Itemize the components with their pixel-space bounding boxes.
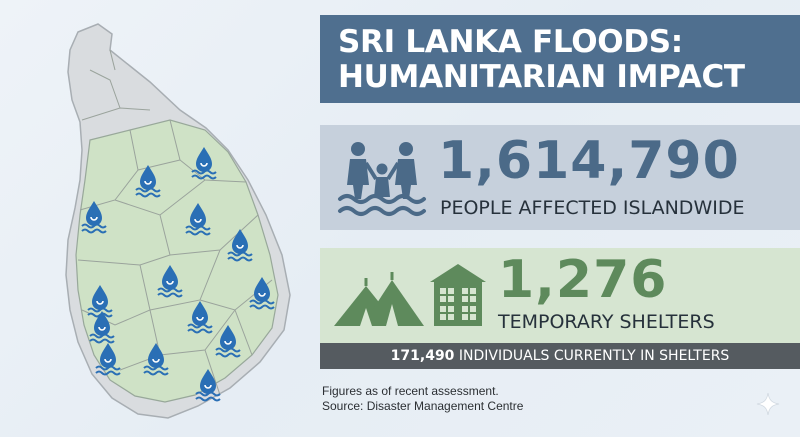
footnote-source: Source: Disaster Management Centre (322, 399, 524, 413)
people-affected-panel: 1,614,790 PEOPLE AFFECTED ISLANDWIDE (320, 125, 800, 230)
footnote-assessment: Figures as of recent assessment. (322, 384, 499, 398)
temporary-shelters-count: 1,276 (498, 250, 668, 310)
people-affected-label: PEOPLE AFFECTED ISLANDWIDE (440, 197, 745, 219)
title-banner: SRI LANKA FLOODS: HUMANITARIAN IMPACT (320, 15, 800, 103)
title-line-1: SRI LANKA FLOODS: (338, 24, 683, 60)
temporary-shelters-label: TEMPORARY SHELTERS (498, 311, 715, 333)
individuals-label: INDIVIDUALS CURRENTLY IN SHELTERS (458, 348, 730, 364)
people-in-flood-water-icon (338, 142, 426, 216)
individuals-in-shelters-bar: 171,490 INDIVIDUALS CURRENTLY IN SHELTER… (320, 343, 800, 369)
title-line-2: HUMANITARIAN IMPACT (338, 59, 745, 95)
sparkle-icon (756, 392, 780, 416)
shelter-building-icon (430, 264, 486, 326)
temporary-shelters-panel: 1,276 TEMPORARY SHELTERS (320, 248, 800, 343)
individuals-count: 171,490 (390, 348, 455, 364)
sri-lanka-map (20, 10, 320, 430)
map-svg (65, 23, 291, 419)
footnote: Figures as of recent assessment. Source:… (322, 384, 523, 414)
tents-icon (334, 264, 486, 326)
people-affected-count: 1,614,790 (438, 131, 740, 191)
